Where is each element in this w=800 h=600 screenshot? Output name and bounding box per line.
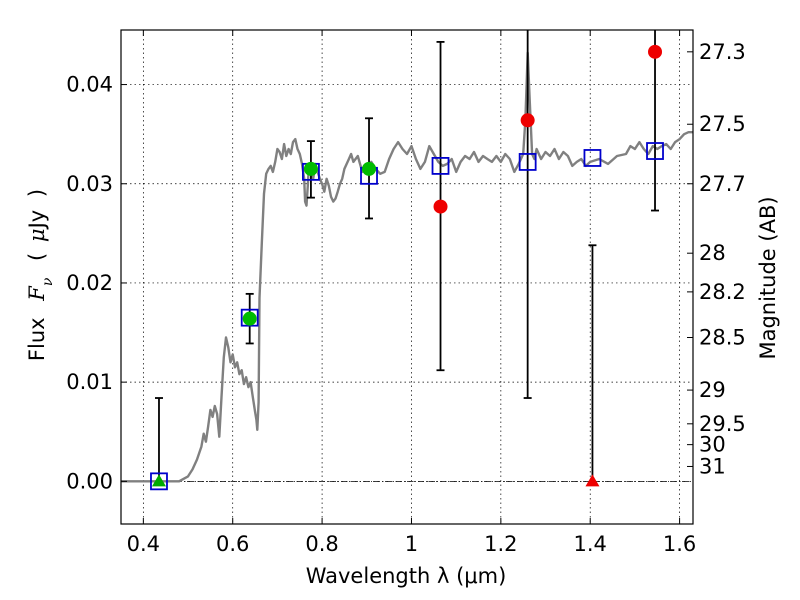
model-photometry-square bbox=[240, 308, 259, 327]
x-tick-label: 0.8 bbox=[305, 532, 338, 556]
low-significance-point bbox=[433, 199, 448, 214]
error-bar bbox=[154, 397, 163, 482]
low-significance-point bbox=[648, 44, 663, 59]
y2-tick-label: 30 bbox=[699, 433, 726, 457]
x-tick-label: 1.2 bbox=[484, 532, 517, 556]
upper-limit-triangle bbox=[151, 474, 166, 487]
y-axis-label: Flux Fν ( μJy ) bbox=[25, 189, 56, 361]
error-bar-layer bbox=[154, 30, 660, 482]
y-tick-label: 0.00 bbox=[66, 469, 113, 493]
y-tick-label: 0.04 bbox=[66, 73, 113, 97]
model-spectrum-layer bbox=[121, 51, 693, 483]
x-tick-label: 1 bbox=[405, 532, 418, 556]
plot-frame bbox=[120, 29, 694, 525]
y2-tick-label: 28.2 bbox=[699, 280, 746, 304]
x-tick-label: 1.6 bbox=[663, 532, 696, 556]
y2-tick-label: 27.7 bbox=[699, 172, 746, 196]
y2-tick-label: 27.3 bbox=[699, 40, 746, 64]
y2-tick-label: 28.5 bbox=[699, 326, 746, 350]
y2-tick-label: 28 bbox=[699, 241, 726, 265]
error-bar bbox=[523, 30, 532, 399]
y2-axis-label: Magnitude (AB) bbox=[756, 196, 780, 359]
y2-tick-label: 31 bbox=[699, 454, 726, 478]
y-tick-label: 0.03 bbox=[66, 172, 113, 196]
grid bbox=[121, 30, 693, 524]
y2-tick-label: 29 bbox=[699, 378, 726, 402]
model-photometry-square bbox=[646, 142, 664, 160]
model-photometry-square bbox=[431, 156, 450, 175]
low-significance-point bbox=[520, 113, 535, 128]
upper-limit-triangle bbox=[585, 474, 600, 487]
detection-point bbox=[362, 161, 377, 176]
detection-point bbox=[242, 311, 257, 326]
y2-tick-label: 27.5 bbox=[699, 112, 746, 136]
x-tick-label: 0.4 bbox=[127, 532, 160, 556]
x-axis-label: Wavelength λ (μm) bbox=[306, 564, 507, 588]
model-photometry-square bbox=[583, 149, 602, 167]
y-tick-label: 0.01 bbox=[66, 370, 113, 394]
error-bar bbox=[651, 30, 660, 212]
detection-point bbox=[303, 161, 318, 176]
y2-tick-label: 29.5 bbox=[699, 412, 746, 436]
model-spectrum-line bbox=[121, 51, 693, 483]
x-tick-label: 0.6 bbox=[216, 532, 249, 556]
x-tick-label: 1.4 bbox=[574, 532, 607, 556]
model-photometry-square bbox=[150, 472, 168, 491]
marker-layer bbox=[150, 44, 664, 491]
y-tick-label: 0.02 bbox=[66, 271, 113, 295]
error-bar bbox=[588, 244, 597, 482]
model-photometry-square bbox=[518, 153, 537, 171]
tick-layer: 0.4 0.6 0.8 1 1.2 1.4 1.6 0.00 0.01 0.02 0.03 0.04 2… bbox=[66, 30, 746, 556]
